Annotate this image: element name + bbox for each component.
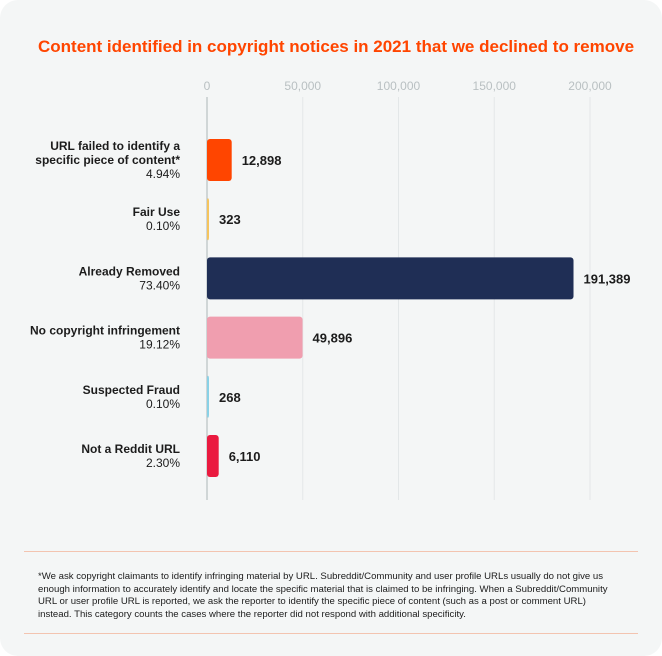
x-tick-label: 200,000	[568, 79, 612, 93]
category-label: Not a Reddit URL	[81, 442, 180, 456]
category-percent: 73.40%	[139, 278, 180, 292]
category-percent: 0.10%	[146, 397, 180, 411]
bar-value-label: 191,389	[584, 271, 631, 286]
bar-value-label: 6,110	[229, 449, 261, 464]
category-label: specific piece of content*	[35, 153, 180, 167]
x-tick-label: 50,000	[284, 79, 321, 93]
bar-value-label: 323	[219, 212, 241, 227]
footnote-bottom-divider	[24, 633, 638, 634]
x-tick-label: 150,000	[473, 79, 517, 93]
category-label: URL failed to identify a	[50, 139, 180, 153]
x-tick-label: 0	[204, 79, 211, 93]
bar	[207, 435, 219, 477]
footnote-text: *We ask copyright claimants to identify …	[38, 571, 608, 620]
category-percent: 0.10%	[146, 219, 180, 233]
bar-chart: 0 50,000 100,000 150,000 200,000 12,898 URL fa…	[30, 79, 631, 500]
bar	[207, 316, 303, 359]
x-tick-label: 100,000	[377, 79, 421, 93]
category-label: No copyright infringement	[30, 324, 180, 338]
bar	[207, 139, 232, 181]
bar-value-label: 12,898	[242, 153, 282, 168]
bar	[207, 375, 209, 418]
category-label: Fair Use	[133, 205, 181, 219]
bar-value-label: 268	[219, 390, 241, 405]
category-percent: 2.30%	[146, 456, 180, 470]
bar	[207, 198, 209, 241]
category-percent: 4.94%	[146, 167, 180, 181]
bar-value-label: 49,896	[313, 331, 353, 346]
category-label: Already Removed	[79, 264, 180, 278]
chart-title: Content identified in copyright notices …	[38, 37, 635, 56]
category-label: Suspected Fraud	[83, 383, 180, 397]
footnote-top-divider	[24, 551, 638, 552]
bar	[207, 257, 574, 300]
category-percent: 19.12%	[139, 338, 180, 352]
